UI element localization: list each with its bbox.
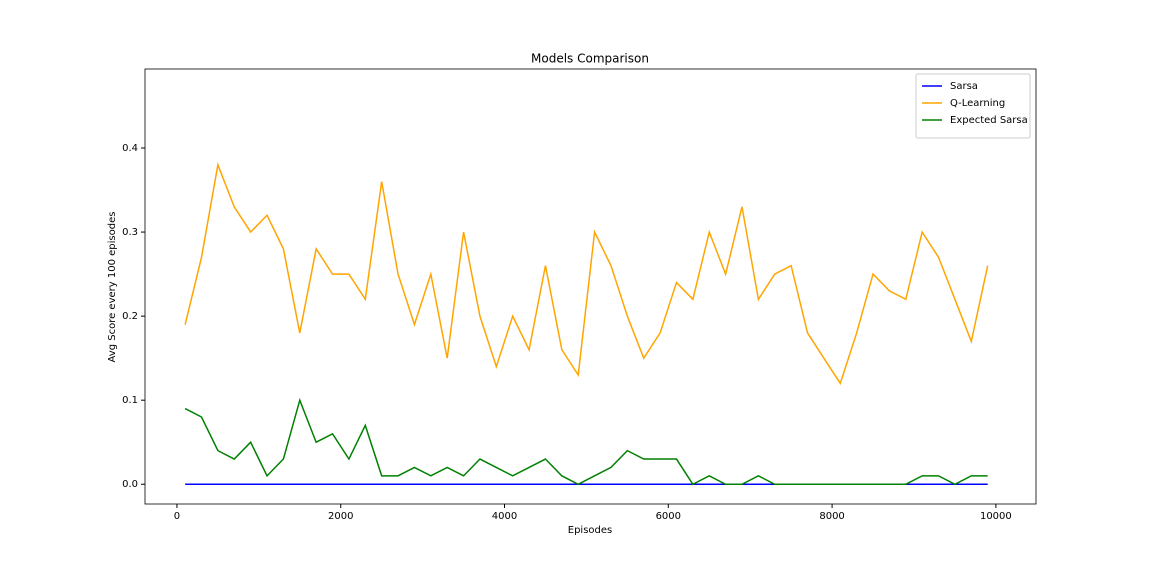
y-tick-label: 0.0: [122, 479, 138, 490]
legend-label: Q-Learning: [950, 98, 1005, 109]
legend-box: [915, 73, 1031, 139]
x-tick-label: 2000: [328, 511, 353, 522]
y-tick-label: 0.4: [122, 143, 138, 154]
legend-label: Expected Sarsa: [950, 115, 1028, 126]
x-tick-label: 4000: [492, 511, 517, 522]
x-tick-label: 0: [174, 511, 180, 522]
series-line: [184, 162, 989, 386]
x-tick-label: 6000: [656, 511, 681, 522]
y-tick-label: 0.1: [122, 395, 138, 406]
chart-title: Models Comparison: [531, 52, 649, 66]
legend-label: Sarsa: [950, 81, 978, 92]
y-tick-label: 0.3: [122, 227, 138, 238]
series-line: [184, 397, 988, 486]
x-axis-label: Episodes: [568, 525, 612, 536]
plot-frame: [144, 68, 1037, 505]
y-axis-label: Avg Score every 100 episodes: [107, 212, 118, 363]
x-tick-label: 8000: [819, 511, 844, 522]
x-tick-label: 10000: [980, 511, 1012, 522]
y-tick-label: 0.2: [122, 311, 138, 322]
